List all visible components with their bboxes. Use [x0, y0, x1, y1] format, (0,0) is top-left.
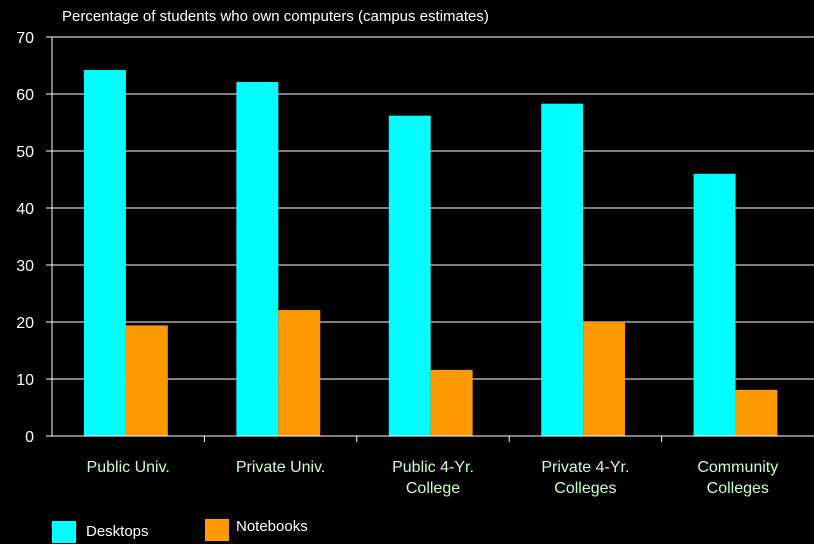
legend-swatch-notebooks	[205, 519, 229, 541]
y-tick-label: 40	[16, 201, 34, 218]
tick-labels: 0 10 20 30 40 50 60 70 Public Univ. Private Univ.…	[16, 30, 778, 497]
notebooks-bar	[735, 389, 778, 436]
desktops-bar	[693, 173, 736, 437]
notebooks-bar	[278, 310, 321, 436]
axes	[46, 36, 814, 442]
y-tick-label: 50	[16, 144, 34, 161]
desktops-bar	[541, 103, 584, 436]
x-tick-label-line: College	[406, 480, 460, 497]
x-tick-label: Public Univ.	[87, 459, 170, 476]
desktops-bar	[236, 82, 279, 436]
y-tick-label: 70	[16, 30, 34, 47]
bars	[84, 70, 778, 437]
legend: Desktops Notebooks	[52, 518, 308, 543]
x-tick-label-line: Private Univ.	[236, 459, 326, 476]
notebooks-bar	[583, 322, 626, 436]
y-tick-label: 60	[16, 87, 34, 104]
x-tick-label-line: Public 4-Yr.	[392, 459, 474, 476]
x-tick-label: Private 4-Yr. Colleges	[541, 459, 629, 497]
y-tick-label: 10	[16, 372, 34, 389]
x-tick-label-line: Colleges	[707, 480, 769, 497]
desktops-bar	[388, 115, 431, 436]
x-tick-label: Public 4-Yr. College	[392, 459, 474, 497]
notebooks-bar	[430, 369, 473, 436]
x-tick-label-line: Community	[697, 459, 778, 476]
x-tick-label: Community Colleges	[697, 459, 778, 497]
desktops-bar	[84, 70, 126, 436]
legend-label-desktops: Desktops	[86, 523, 149, 540]
gridlines	[52, 36, 814, 380]
x-tick-label-line: Colleges	[554, 480, 616, 497]
x-tick-label: Private Univ.	[236, 459, 326, 476]
y-tick-label: 30	[16, 258, 34, 275]
notebooks-bar	[125, 325, 168, 436]
x-tick-label-line: Public Univ.	[87, 459, 170, 476]
y-tick-label: 20	[16, 315, 34, 332]
legend-swatch-desktops	[52, 521, 76, 543]
x-tick-label-line: Private 4-Yr.	[541, 459, 629, 476]
y-tick-label: 0	[25, 429, 34, 446]
legend-label-notebooks: Notebooks	[236, 518, 308, 535]
chart-title: Percentage of students who own computers…	[62, 8, 489, 25]
